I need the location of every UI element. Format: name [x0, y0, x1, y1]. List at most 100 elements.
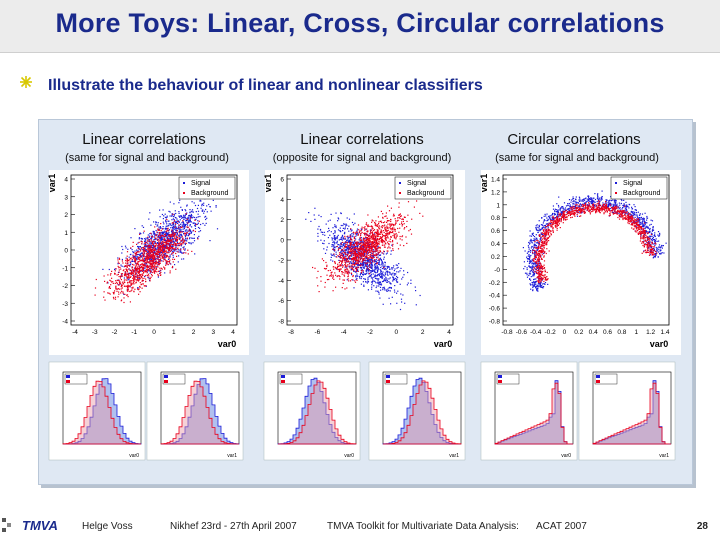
scatter-point — [186, 219, 188, 222]
scatter-point — [181, 258, 183, 260]
scatter-point — [354, 241, 356, 243]
scatter-point — [350, 267, 352, 269]
scatter-point — [364, 244, 366, 246]
scatter-point — [170, 246, 172, 248]
scatter-point — [175, 221, 177, 224]
scatter-point — [145, 263, 147, 265]
scatter-point — [153, 263, 155, 265]
scatter-point — [324, 286, 326, 288]
slide-title: More Toys: Linear, Cross, Circular corre… — [55, 8, 665, 38]
scatter-point — [157, 236, 159, 238]
scatter-point — [360, 238, 362, 241]
scatter-point — [634, 209, 636, 211]
scatter-point — [338, 239, 340, 241]
scatter-point — [356, 262, 358, 264]
scatter-point — [328, 278, 330, 281]
scatter-point — [562, 207, 564, 209]
scatter-point — [349, 242, 351, 244]
scatter-point — [190, 242, 192, 244]
scatter-point — [360, 237, 363, 239]
bullet-star-icon — [20, 76, 32, 88]
scatter-point — [554, 213, 557, 216]
scatter-point — [132, 252, 134, 254]
scatter-point — [577, 201, 579, 204]
scatter-point — [332, 274, 334, 276]
scatter-point — [533, 239, 536, 241]
scatter-point — [174, 244, 176, 246]
scatter-point — [366, 269, 368, 271]
scatter-point — [150, 251, 152, 253]
scatter-point — [357, 250, 359, 252]
scatter-point — [183, 228, 185, 230]
scatter-point — [115, 280, 117, 282]
scatter-point — [344, 241, 346, 243]
scatter-point — [350, 272, 352, 274]
scatter-point — [326, 264, 328, 266]
scatter-point — [151, 253, 153, 256]
scatter-point — [380, 275, 383, 277]
scatter-point — [415, 304, 417, 306]
scatter-point — [532, 274, 534, 276]
scatter-point — [537, 290, 539, 292]
scatter-point — [629, 217, 631, 220]
scatter-point — [370, 243, 372, 245]
scatter-point — [543, 226, 545, 228]
scatter-point — [171, 222, 173, 224]
scatter-point — [336, 267, 338, 269]
scatter-point — [125, 259, 127, 261]
scatter-point — [564, 209, 566, 211]
scatter-point — [124, 272, 126, 274]
scatter-point — [651, 220, 654, 222]
scatter-point — [530, 261, 532, 263]
scatter-point — [380, 289, 382, 291]
scatter-point — [368, 271, 370, 273]
scatter-point — [202, 209, 204, 211]
scatter-point — [154, 272, 156, 274]
scatter-point — [196, 216, 198, 219]
scatter-point — [345, 249, 347, 252]
scatter-point — [392, 223, 394, 225]
scatter-point — [337, 249, 340, 251]
scatter-point — [570, 199, 573, 201]
scatter-point — [165, 221, 167, 223]
scatter-point — [152, 245, 154, 247]
scatter-point — [366, 282, 368, 284]
x-tick-label: 4 — [231, 329, 235, 336]
scatter-point — [357, 263, 359, 265]
scatter-point — [338, 275, 340, 277]
scatter-point — [378, 241, 380, 243]
scatter-point — [314, 218, 316, 220]
scatter-point — [147, 257, 149, 259]
scatter-point — [353, 243, 355, 246]
scatter-point — [198, 235, 200, 237]
scatter-point — [171, 251, 173, 253]
scatter-point — [544, 283, 546, 285]
scatter-point — [141, 225, 143, 227]
scatter-point — [357, 270, 359, 272]
scatter-point — [344, 257, 346, 259]
scatter-point — [337, 220, 339, 222]
scatter-point — [362, 273, 364, 276]
scatter-point — [345, 247, 347, 249]
scatter-point — [151, 250, 153, 252]
scatter-point — [378, 263, 380, 265]
scatter-point — [339, 227, 341, 229]
scatter-point — [190, 243, 192, 245]
scatter-point — [178, 227, 180, 229]
scatter-point — [653, 238, 655, 241]
scatter-point — [375, 272, 377, 274]
scatter-point — [528, 253, 530, 256]
scatter-point — [547, 219, 549, 221]
scatter-point — [163, 228, 165, 230]
scatter-point — [364, 262, 366, 264]
scatter-point — [144, 276, 146, 278]
scatter-point — [379, 254, 381, 256]
scatter-point — [142, 263, 144, 265]
scatter-point — [139, 271, 141, 273]
scatter-point — [396, 234, 398, 236]
scatter-point — [374, 246, 376, 248]
scatter-point — [369, 229, 371, 231]
scatter-point — [173, 248, 175, 250]
scatter-point — [368, 264, 371, 266]
